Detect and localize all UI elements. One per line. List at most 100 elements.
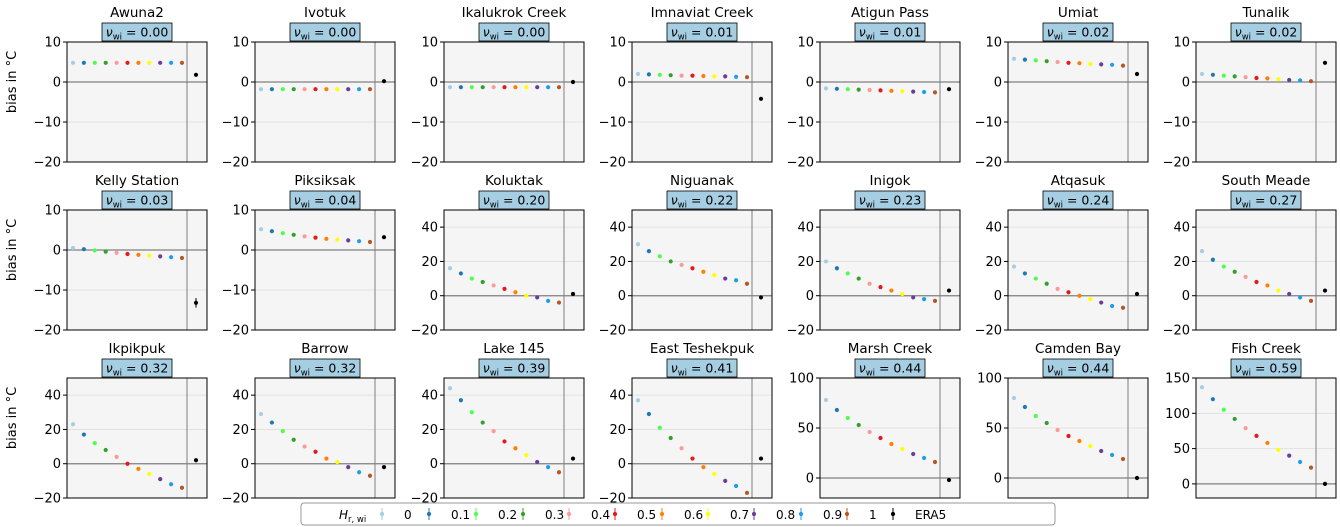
- data-point: [258, 87, 264, 92]
- data-point: [313, 449, 318, 454]
- era5-point: [193, 300, 199, 305]
- data-point: [1044, 281, 1049, 286]
- era5-point: [1322, 481, 1328, 486]
- plot-area: [67, 42, 207, 162]
- panel-title: Piksiksak: [294, 173, 355, 189]
- nu-wi-badge: [854, 358, 926, 378]
- data-point: [1033, 413, 1038, 419]
- data-point: [147, 60, 152, 65]
- plot-area: [1196, 42, 1336, 162]
- y-tick-label: −10: [411, 116, 438, 131]
- y-tick-label: 0: [430, 457, 438, 472]
- legend-label: 0.3: [545, 508, 564, 522]
- y-tick-label: 10: [797, 36, 814, 51]
- data-point: [878, 285, 883, 290]
- data-point: [1243, 274, 1248, 279]
- y-tick-label: 40: [421, 221, 438, 236]
- y-tick-label: 10: [609, 36, 626, 51]
- data-point: [136, 60, 141, 65]
- legend-marker: [566, 511, 572, 517]
- y-tick-label: 0: [53, 457, 61, 472]
- chart-panel: −20 0 20 40 Barrow νwi = 0.32: [222, 341, 396, 507]
- plot-area: [255, 210, 395, 330]
- era5-point: [1322, 60, 1328, 65]
- y-tick-label: 40: [609, 221, 626, 236]
- plot-frame: [631, 209, 773, 331]
- data-point: [556, 300, 562, 305]
- data-point: [524, 293, 529, 298]
- data-point: [513, 85, 518, 90]
- data-point: [823, 397, 829, 403]
- y-tick-label: 20: [421, 255, 438, 270]
- y-tick-label: 50: [797, 422, 814, 437]
- legend-label: 0.8: [776, 508, 795, 522]
- era5-point: [381, 235, 387, 240]
- data-point: [1011, 264, 1017, 269]
- y-tick-label: 20: [609, 255, 626, 270]
- era5-point: [381, 465, 387, 470]
- data-point: [513, 290, 518, 295]
- data-point: [889, 288, 894, 293]
- y-tick-label: −20: [222, 156, 249, 171]
- panel-title: Inigok: [870, 173, 911, 189]
- data-point: [524, 453, 529, 458]
- data-point: [635, 71, 641, 77]
- legend-label: 0.9: [823, 508, 842, 522]
- y-tick-label: 0: [994, 289, 1002, 304]
- data-point: [147, 471, 152, 477]
- plot-frame: [1007, 377, 1149, 499]
- data-point: [92, 248, 97, 253]
- data-point: [357, 239, 362, 244]
- panel-title: Koluktak: [485, 173, 543, 189]
- chart-panel: −20 −10 0 10 Piksiksak νwi = 0.04: [222, 173, 396, 339]
- legend-label: 0.5: [637, 508, 656, 522]
- data-point: [1254, 279, 1259, 285]
- data-point: [81, 432, 86, 437]
- data-point: [922, 297, 927, 302]
- data-point: [1232, 416, 1237, 422]
- data-point: [1276, 447, 1281, 453]
- nu-wi-label: νwi = 0.32: [106, 361, 169, 379]
- data-point: [668, 259, 673, 264]
- data-point: [302, 234, 307, 239]
- legend-marker: [659, 511, 665, 517]
- data-point: [1298, 295, 1303, 300]
- data-point: [346, 87, 351, 92]
- nu-wi-label: νwi = 0.00: [483, 25, 546, 43]
- data-point: [491, 85, 496, 90]
- panel-title: Atqasuk: [1051, 173, 1106, 189]
- data-point: [556, 470, 562, 475]
- data-point: [823, 259, 829, 264]
- legend-label: 0.6: [684, 508, 703, 522]
- data-point: [1066, 433, 1071, 439]
- chart-panel: −20 0 20 40 South Meade νwi = 0.27: [1163, 173, 1337, 339]
- data-point: [458, 398, 463, 403]
- panel-title: Marsh Creek: [848, 341, 933, 357]
- data-point: [1287, 291, 1292, 297]
- data-point: [1199, 249, 1205, 254]
- data-point: [701, 73, 706, 79]
- data-point: [1110, 452, 1115, 458]
- y-tick-label: 0: [994, 472, 1002, 487]
- y-tick-label: −20: [1163, 156, 1190, 171]
- data-point: [291, 87, 296, 92]
- chart-panel: −20 −10 0 10 Ikalukrok Creek νwi = 0.00: [411, 5, 585, 171]
- data-point: [657, 72, 662, 77]
- plot-area: [1008, 378, 1148, 498]
- plot-area: [632, 210, 772, 330]
- data-point: [324, 87, 329, 92]
- nu-wi-badge: [289, 22, 361, 42]
- panel-title: East Teshekpuk: [650, 341, 755, 357]
- data-point: [280, 87, 285, 92]
- y-tick-label: 0: [994, 76, 1002, 91]
- panel-title: Ikalukrok Creek: [462, 5, 567, 21]
- era5-point: [570, 456, 576, 461]
- era5-point: [1134, 291, 1140, 297]
- plot-frame: [443, 209, 585, 331]
- legend-marker: [379, 511, 385, 517]
- data-point: [1099, 300, 1104, 305]
- panels-container: −20 −10 0 10 Awuna2 νwi = 0.00 −20 −10 0 10 Ivotuk…: [34, 5, 1337, 507]
- data-point: [878, 435, 883, 441]
- data-point: [1287, 77, 1292, 83]
- y-tick-label: 20: [44, 423, 61, 438]
